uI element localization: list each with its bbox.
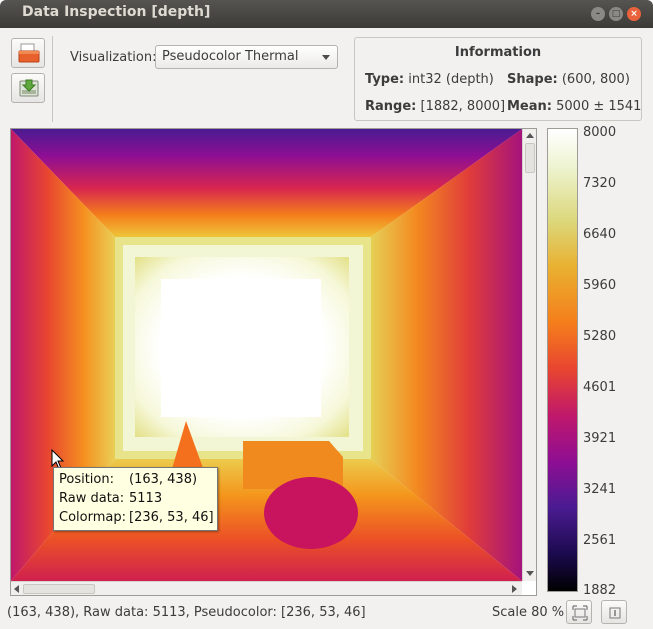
title-bar: Data Inspection [depth] – □ ×	[0, 0, 653, 28]
range-value: [1882, 8000]	[420, 99, 506, 114]
depth-image-render	[11, 129, 522, 581]
mean-value: 5000 ± 1541	[556, 99, 642, 114]
mean-label: Mean:	[507, 99, 552, 114]
shape-label: Shape:	[507, 72, 558, 87]
visualization-label: Visualization:	[70, 50, 157, 65]
horizontal-scrollbar[interactable]	[11, 581, 522, 595]
tooltip-position-value: (163, 438)	[129, 472, 198, 487]
shape-info: Shape: (600, 800)	[507, 72, 630, 87]
minimize-button[interactable]: –	[591, 7, 605, 21]
zoom-reset-button[interactable]	[601, 600, 627, 624]
scroll-right-icon[interactable]	[512, 585, 517, 593]
visualization-value: Pseudocolor Thermal	[162, 49, 299, 64]
scale-label: Scale 80 %	[492, 605, 565, 620]
tooltip-raw-label: Raw data:	[59, 491, 125, 506]
tooltip-position-label: Position:	[59, 472, 114, 487]
colorbar-tick: 4601	[583, 380, 617, 395]
open-file-icon	[18, 43, 40, 63]
status-text: (163, 438), Raw data: 5113, Pseudocolor:…	[7, 605, 366, 620]
window-title: Data Inspection [depth]	[22, 4, 211, 20]
horizontal-scroll-thumb[interactable]	[23, 584, 95, 594]
colorbar-tick: 5280	[583, 329, 617, 344]
information-title: Information	[454, 45, 542, 60]
chevron-down-icon	[322, 55, 330, 60]
range-label: Range:	[365, 99, 417, 114]
visualization-select[interactable]: Pseudocolor Thermal	[155, 45, 338, 69]
colorbar-tick: 6640	[583, 227, 617, 242]
tooltip-colormap-value: [236, 53, 46]	[129, 510, 214, 525]
colorbar-tick: 7320	[583, 176, 617, 191]
vertical-scroll-thumb[interactable]	[525, 143, 535, 173]
save-button[interactable]	[11, 73, 45, 103]
scroll-left-icon[interactable]	[14, 585, 19, 593]
vertical-scrollbar[interactable]	[522, 129, 536, 581]
close-button[interactable]: ×	[627, 7, 641, 21]
scroll-down-icon[interactable]	[526, 571, 534, 576]
shape-value: (600, 800)	[561, 72, 630, 87]
dialog-body: Visualization: Pseudocolor Thermal Infor…	[0, 28, 653, 629]
colorbar-tick: 3241	[583, 482, 617, 497]
zoom-fit-icon	[572, 605, 588, 621]
zoom-reset-icon	[609, 607, 621, 619]
save-download-icon	[19, 79, 39, 97]
maximize-button[interactable]: □	[609, 7, 623, 21]
colorbar-tick: 1882	[583, 583, 617, 598]
type-info: Type: int32 (depth)	[365, 72, 494, 87]
colorbar	[547, 128, 578, 592]
mean-info: Mean: 5000 ± 1541	[507, 99, 641, 114]
colorbar-tick: 8000	[583, 125, 617, 140]
tooltip-colormap-label: Colormap:	[59, 510, 126, 525]
type-value: int32 (depth)	[408, 72, 494, 87]
type-label: Type:	[365, 72, 405, 87]
range-info: Range: [1882, 8000]	[365, 99, 505, 114]
tooltip-raw-value: 5113	[129, 491, 163, 506]
depth-image[interactable]	[11, 129, 522, 581]
colorbar-tick: 5960	[583, 278, 617, 293]
image-viewport	[10, 128, 537, 596]
scroll-up-icon[interactable]	[526, 133, 534, 138]
colorbar-tick: 2561	[583, 533, 617, 548]
colorbar-tick: 3921	[583, 431, 617, 446]
open-button[interactable]	[11, 38, 45, 68]
toolbar-separator	[52, 36, 53, 122]
pixel-tooltip: Position: (163, 438) Raw data: 5113 Colo…	[53, 467, 218, 531]
zoom-fit-button[interactable]	[566, 600, 592, 624]
information-panel: Information Type: int32 (depth) Shape: (…	[354, 37, 642, 121]
